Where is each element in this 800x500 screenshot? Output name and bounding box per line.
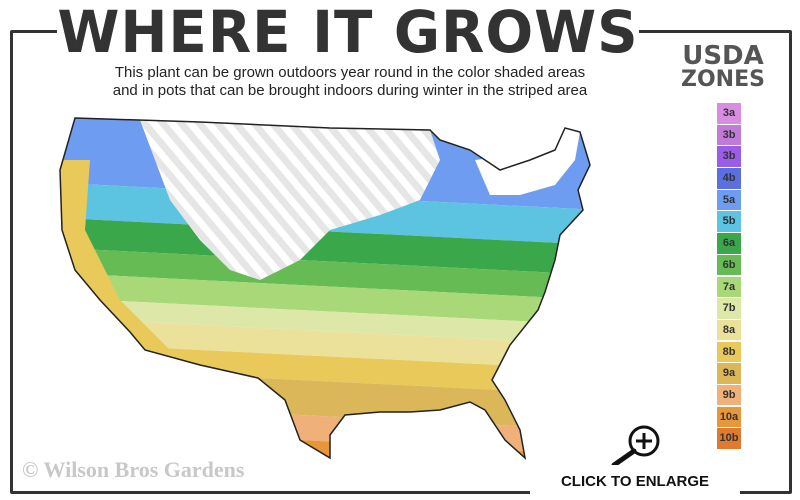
page-title: WHERE IT GROWS <box>57 0 639 66</box>
copyright-watermark: © Wilson Bros Gardens <box>22 457 245 482</box>
legend-title-line-1: USDA <box>682 41 764 71</box>
zone-band <box>60 340 590 405</box>
click-to-enlarge-button[interactable]: CLICK TO ENLARGE <box>530 465 740 500</box>
legend-title: USDA ZONES <box>658 41 788 96</box>
legend-zone-4b: 4b <box>717 168 741 189</box>
legend-zone-7b: 7b <box>717 298 741 319</box>
zone-band <box>60 295 590 355</box>
legend-zone-3a: 3a <box>717 103 741 124</box>
legend-title-line-2: ZONES <box>681 67 765 92</box>
legend-zone-3b: 3b <box>717 124 741 146</box>
zoom-in-magnifier-icon[interactable] <box>608 422 668 467</box>
legend-zone-5b: 5b <box>717 211 741 232</box>
legend-zone-5a: 5a <box>717 189 741 211</box>
legend-zone-9a: 9a <box>717 363 741 384</box>
zone-legend: 3a 3b 3b 4b 5a 5b 6a 6b 7a 7b 8a 8b 9a 9b 10a 10b <box>717 103 741 450</box>
zone-band <box>60 270 590 335</box>
legend-zone-7a: 7a <box>717 276 741 297</box>
legend-zone-6b: 6b <box>717 254 741 276</box>
west-coast-zone <box>60 160 170 360</box>
legend-zone-10b: 10b <box>717 428 741 449</box>
zone-band <box>60 245 590 310</box>
legend-zone-6a: 6a <box>717 233 741 254</box>
us-outline <box>59 117 591 461</box>
legend-zone-3b: 3b <box>717 146 741 167</box>
legend-zone-8b: 8b <box>717 341 741 363</box>
legend-zone-10a: 10a <box>717 406 741 428</box>
legend-zone-9b: 9b <box>717 384 741 406</box>
subtitle: This plant can be grown outdoors year ro… <box>40 64 660 100</box>
zone-band <box>60 315 590 380</box>
legend-zone-8a: 8a <box>717 319 741 341</box>
subtitle-line-2: and in pots that can be brought indoors … <box>112 82 588 99</box>
striped-indoor-area <box>140 120 440 280</box>
subtitle-line-1: This plant can be grown outdoors year ro… <box>114 64 586 81</box>
